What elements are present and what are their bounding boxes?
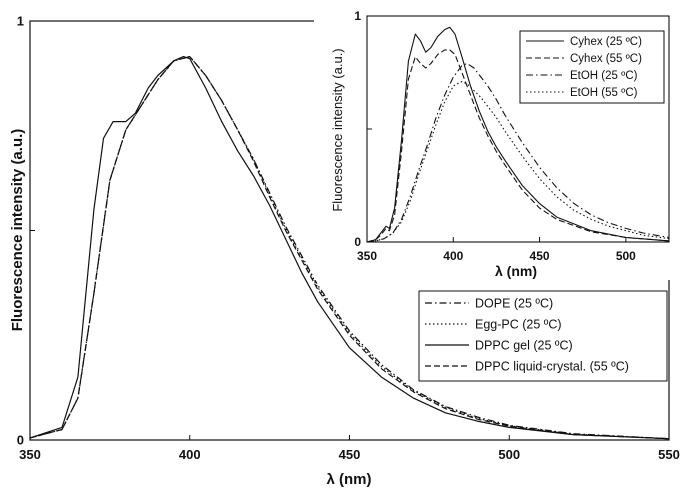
inset-legend-label-etoh-25-c: EtOH (25 ºC) bbox=[570, 70, 638, 82]
inset-y-ticks: 01 bbox=[354, 9, 372, 249]
main-legend-box bbox=[418, 290, 668, 382]
inset-x-axis-title: λ (nm) bbox=[495, 263, 537, 279]
inset-series-cyhex-25-c bbox=[366, 26, 670, 243]
main-x-tick-label: 400 bbox=[179, 447, 201, 462]
inset-x-tick-label: 400 bbox=[443, 249, 463, 263]
main-x-tick-label: 550 bbox=[658, 447, 680, 462]
main-y-ticks: 01 bbox=[17, 14, 35, 448]
inset-x-tick-label: 500 bbox=[616, 249, 636, 263]
main-x-ticks: 350 400 450 500 550 bbox=[19, 435, 680, 462]
inset-x-ticks: 350 400 450 500 bbox=[357, 237, 636, 263]
main-series-dppc-gel-25-c bbox=[29, 55, 670, 440]
main-legend-label-dppc-gel-25-c: DPPC gel (25 ºC) bbox=[475, 338, 573, 352]
inset-legend-label-cyhex-55-c: Cyhex (55 ºC) bbox=[570, 53, 642, 65]
inset-x-tick-label: 450 bbox=[530, 249, 550, 263]
inset-series-etoh-55-c bbox=[366, 80, 670, 243]
inset-legend-label-cyhex-25-c: Cyhex (25 ºC) bbox=[570, 36, 642, 48]
inset-plot: 350 400 450 500 01 λ (nm) Fluorescence inte… bbox=[314, 9, 676, 280]
main-x-axis-title: λ (nm) bbox=[327, 471, 372, 488]
main-y-tick-label: 0 bbox=[17, 433, 24, 448]
main-legend-label-egg-pc-25-c: Egg-PC (25 ºC) bbox=[475, 317, 562, 331]
main-plot: 350 400 450 500 550 01 λ (nm) Fluorescence i… bbox=[9, 14, 680, 488]
main-legend-label-dppc-liquid-crystal-55-c: DPPC liquid-crystal. (55 ºC) bbox=[475, 359, 629, 373]
inset-legend-box bbox=[519, 30, 665, 104]
main-x-tick-label: 500 bbox=[498, 447, 520, 462]
main-x-tick-label: 350 bbox=[19, 447, 41, 462]
main-legend-label-dope-25-c: DOPE (25 ºC) bbox=[475, 296, 553, 310]
inset-series-etoh-25-c bbox=[366, 62, 670, 243]
main-series-dope-25-c bbox=[29, 55, 670, 440]
main-curves bbox=[29, 55, 670, 440]
main-x-tick-label: 450 bbox=[339, 447, 361, 462]
inset-y-axis-title: Fluorescence intensity (a.u.) bbox=[330, 48, 345, 211]
main-series-dppc-liquid-crystal-55-c bbox=[29, 55, 670, 440]
main-legend: DOPE (25 ºC) Egg-PC (25 ºC) DPPC gel (25 º… bbox=[418, 290, 668, 382]
main-y-axis-title: Fluorescence intensity (a.u.) bbox=[9, 129, 26, 332]
inset-legend-label-etoh-55-c: EtOH (55 ºC) bbox=[570, 87, 638, 99]
inset-y-tick-label: 1 bbox=[354, 9, 361, 23]
inset-y-tick-label: 0 bbox=[354, 235, 361, 249]
inset-curves bbox=[366, 26, 670, 243]
inset-x-tick-label: 350 bbox=[357, 249, 377, 263]
inset-series-cyhex-55-c bbox=[366, 49, 670, 243]
inset-legend: Cyhex (25 ºC) Cyhex (55 ºC) EtOH (25 ºC) Et… bbox=[519, 30, 665, 104]
main-y-tick-label: 1 bbox=[17, 14, 24, 29]
